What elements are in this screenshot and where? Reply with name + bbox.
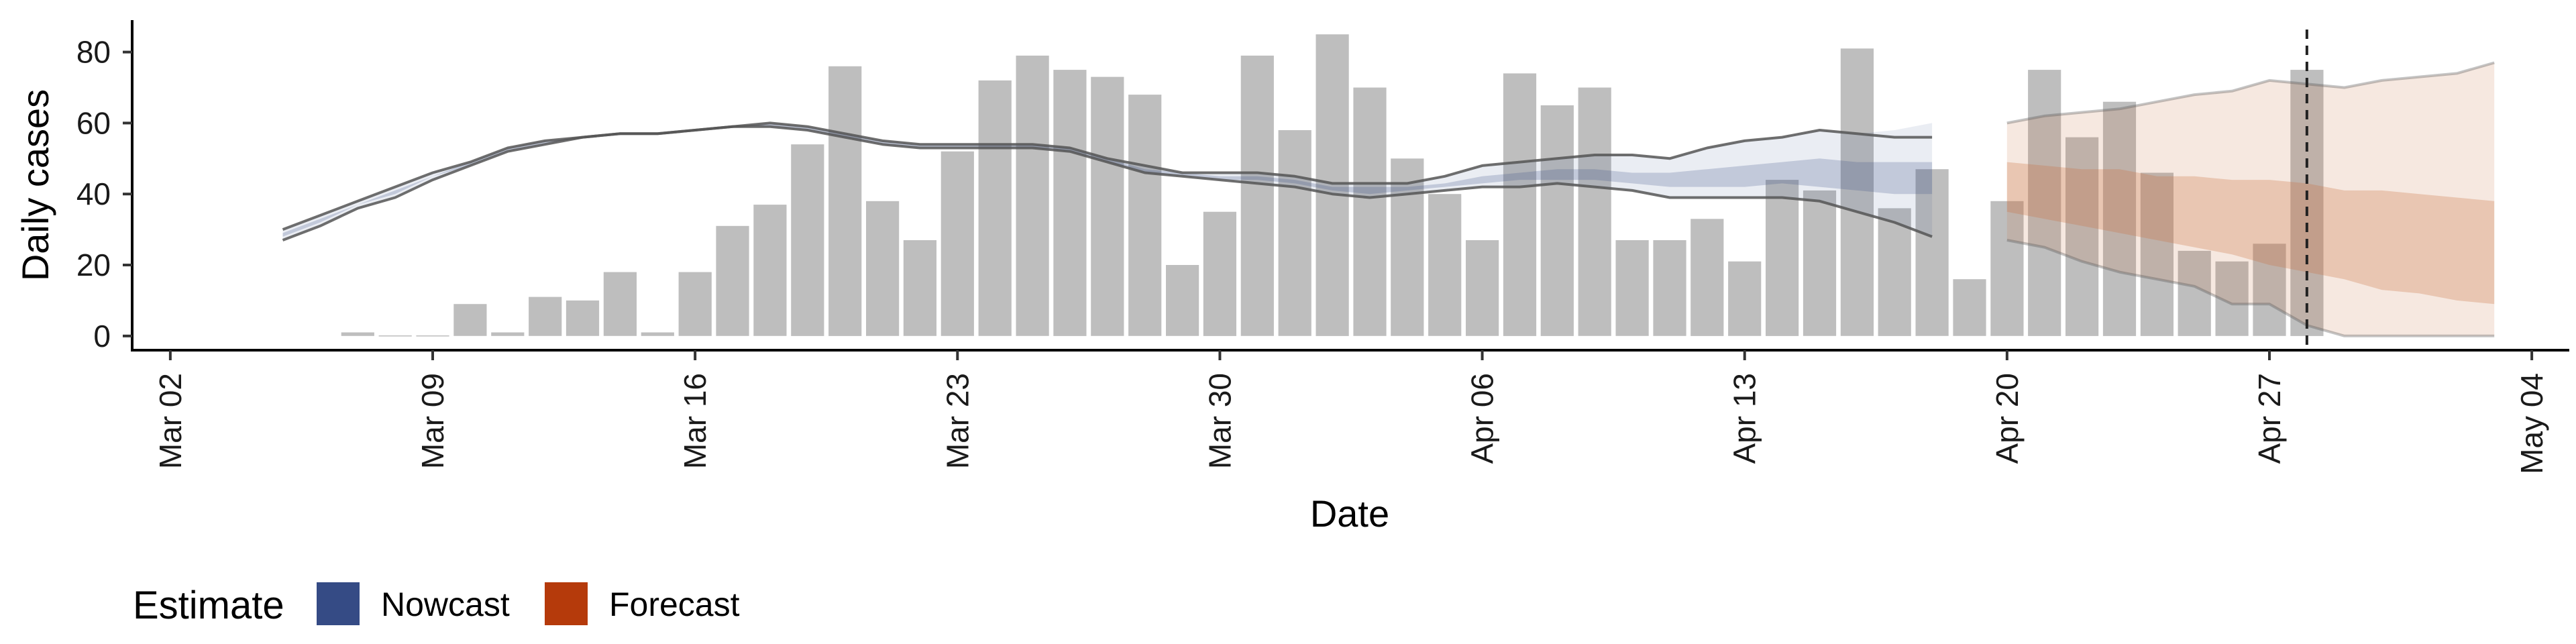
x-tick-label-2020-04-06: Apr 06 (1465, 373, 1500, 464)
bar-2020-03-21 (866, 201, 900, 336)
bar-2020-04-06 (1466, 240, 1499, 336)
bar-2020-03-11 (491, 332, 525, 336)
legend-swatch-nowcast (317, 582, 360, 625)
bars-layer (341, 34, 2324, 337)
bar-2020-03-16 (678, 272, 712, 336)
bar-2020-04-20 (1990, 201, 2024, 336)
lines-layer (282, 61, 2495, 337)
legend-swatch-forecast (545, 582, 588, 625)
nowcast-ribbon-inner (282, 123, 1933, 237)
bar-2020-03-26 (1053, 70, 1087, 336)
legend-label-nowcast: Nowcast (381, 586, 510, 623)
x-tick-label-2020-03-30: Mar 30 (1202, 373, 1237, 469)
forecast-ribbon-inner (2006, 162, 2495, 305)
bar-2020-03-12 (529, 297, 562, 336)
bar-2020-04-25 (2178, 250, 2211, 336)
bar-2020-03-27 (1091, 76, 1124, 336)
bar-2020-04-11 (1653, 240, 1686, 336)
y-tick-label-60: 60 (76, 105, 111, 140)
x-tick-label-2020-04-20: Apr 20 (1990, 373, 2025, 464)
bar-2020-03-25 (1016, 55, 1049, 336)
nowcast-ribbon-outer (282, 123, 1933, 240)
bar-2020-04-22 (2065, 137, 2099, 336)
bar-2020-03-13 (566, 300, 600, 336)
bar-2020-04-02 (1316, 34, 1349, 336)
x-tick-label-2020-03-16: Mar 16 (678, 373, 712, 469)
bar-2020-04-12 (1690, 219, 1724, 336)
y-axis-title: Daily cases (14, 89, 56, 281)
bar-2020-04-23 (2102, 101, 2137, 336)
bar-2020-03-14 (603, 272, 637, 336)
bar-2020-04-13 (1728, 261, 1762, 336)
bar-2020-04-21 (2028, 70, 2061, 336)
bar-2020-04-19 (1953, 279, 1986, 336)
x-tick-label-2020-05-04: May 04 (2514, 373, 2549, 474)
bar-2020-03-28 (1128, 95, 1162, 336)
x-tick-label-2020-03-23: Mar 23 (940, 373, 975, 469)
y-tick-label-0: 0 (93, 319, 111, 354)
bar-2020-03-30 (1203, 211, 1236, 336)
bar-2020-03-17 (716, 225, 749, 336)
y-ticks: 0 20 40 60 80 (76, 35, 132, 354)
bar-2020-03-19 (791, 144, 824, 336)
bar-2020-04-24 (2140, 172, 2174, 336)
y-tick-label-40: 40 (76, 176, 111, 211)
bar-2020-04-26 (2215, 261, 2249, 336)
bar-2020-04-15 (1803, 190, 1837, 336)
bar-2020-04-05 (1428, 194, 1462, 336)
bar-2020-04-07 (1503, 73, 1537, 336)
bar-2020-04-18 (1915, 169, 1949, 336)
forecast-lower-line (2006, 239, 2495, 337)
x-tick-label-2020-04-13: Apr 13 (1727, 373, 1762, 464)
x-axis-title: Date (1310, 492, 1389, 535)
forecast-upper-line (2006, 61, 2495, 125)
bar-2020-04-04 (1391, 158, 1424, 336)
bar-2020-03-09 (416, 335, 449, 337)
bar-2020-04-16 (1840, 48, 1874, 336)
bar-2020-03-22 (903, 240, 936, 336)
axes-layer (131, 20, 2569, 352)
estimate-upper-line (282, 121, 1933, 231)
estimate-lower-line (282, 125, 1933, 241)
bar-2020-03-23 (941, 151, 974, 336)
bar-2020-03-20 (828, 66, 862, 336)
legend-title: Estimate (133, 584, 284, 627)
bar-2020-03-08 (378, 335, 412, 337)
ribbons-layer (282, 62, 2495, 336)
bar-2020-03-15 (641, 332, 674, 336)
bar-2020-03-24 (978, 80, 1012, 336)
x-ticks: Mar 02 Mar 09 Mar 16 Mar 23 Mar 30 Apr 06 Apr … (153, 350, 2549, 474)
legend-label-forecast: Forecast (609, 586, 740, 623)
bar-2020-03-10 (453, 304, 487, 336)
x-tick-label-2020-03-09: Mar 09 (415, 373, 450, 469)
bar-2020-03-31 (1240, 55, 1274, 336)
y-tick-label-20: 20 (76, 248, 111, 282)
x-tick-label-2020-03-02: Mar 02 (153, 373, 188, 469)
bar-2020-03-18 (753, 205, 787, 336)
bar-2020-04-01 (1278, 130, 1311, 336)
bar-2020-04-09 (1578, 87, 1611, 336)
y-tick-label-80: 80 (76, 35, 111, 70)
bar-2020-04-10 (1615, 240, 1649, 336)
bar-2020-04-03 (1353, 87, 1387, 336)
forecast-ribbon-outer (2006, 62, 2495, 336)
bar-2020-04-14 (1766, 180, 1799, 336)
x-tick-label-2020-04-27: Apr 27 (2252, 373, 2287, 464)
bar-2020-04-08 (1540, 105, 1574, 336)
bar-2020-03-29 (1166, 265, 1199, 336)
bar-2020-04-17 (1878, 208, 1911, 336)
bar-2020-04-27 (2253, 244, 2286, 336)
bar-2020-03-07 (341, 332, 374, 336)
legend: Estimate Nowcast Forecast (133, 582, 740, 627)
